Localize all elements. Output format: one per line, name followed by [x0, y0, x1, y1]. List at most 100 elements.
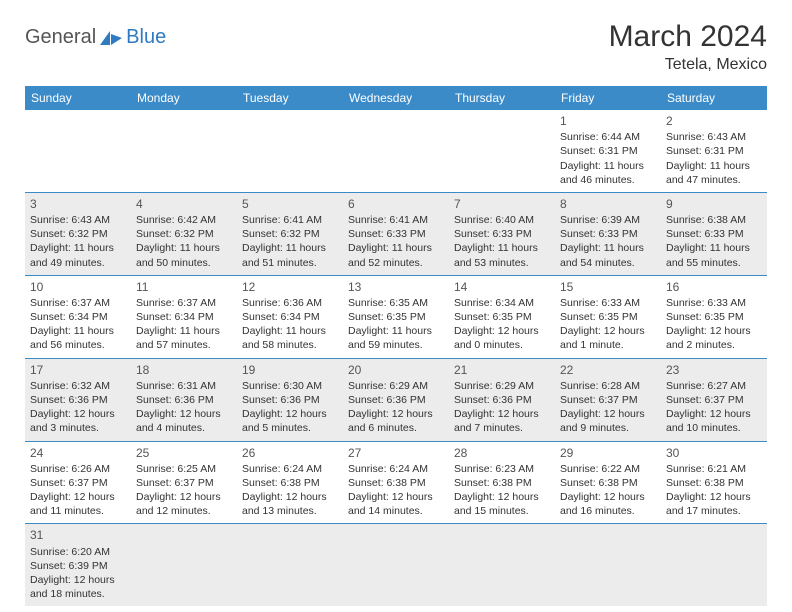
daylight-text: and 52 minutes.: [348, 256, 444, 270]
daylight-text: Daylight: 11 hours: [666, 241, 762, 255]
week-row: 17Sunrise: 6:32 AMSunset: 6:36 PMDayligh…: [25, 359, 767, 442]
day-number: 10: [30, 279, 126, 295]
calendar-cell: [343, 110, 449, 192]
day-number: 7: [454, 196, 550, 212]
daylight-text: and 53 minutes.: [454, 256, 550, 270]
sunset-text: Sunset: 6:34 PM: [136, 310, 232, 324]
sunset-text: Sunset: 6:35 PM: [666, 310, 762, 324]
sunrise-text: Sunrise: 6:29 AM: [454, 379, 550, 393]
calendar-cell: [449, 524, 555, 606]
day-number: 3: [30, 196, 126, 212]
sunset-text: Sunset: 6:33 PM: [348, 227, 444, 241]
sunset-text: Sunset: 6:35 PM: [560, 310, 656, 324]
week-row: 3Sunrise: 6:43 AMSunset: 6:32 PMDaylight…: [25, 193, 767, 276]
sunset-text: Sunset: 6:33 PM: [454, 227, 550, 241]
sunset-text: Sunset: 6:38 PM: [454, 476, 550, 490]
day-number: 1: [560, 113, 656, 129]
daylight-text: and 10 minutes.: [666, 421, 762, 435]
sunset-text: Sunset: 6:32 PM: [30, 227, 126, 241]
sail-icon: [98, 29, 124, 47]
daylight-text: Daylight: 11 hours: [348, 241, 444, 255]
calendar-cell: 29Sunrise: 6:22 AMSunset: 6:38 PMDayligh…: [555, 442, 661, 524]
sunset-text: Sunset: 6:36 PM: [454, 393, 550, 407]
calendar-cell: [661, 524, 767, 606]
day-number: 23: [666, 362, 762, 378]
daylight-text: and 4 minutes.: [136, 421, 232, 435]
sunset-text: Sunset: 6:37 PM: [666, 393, 762, 407]
daylight-text: Daylight: 12 hours: [136, 407, 232, 421]
daylight-text: and 50 minutes.: [136, 256, 232, 270]
daylight-text: Daylight: 11 hours: [30, 241, 126, 255]
day-header-sunday: Sunday: [25, 86, 131, 110]
sunset-text: Sunset: 6:37 PM: [30, 476, 126, 490]
daylight-text: Daylight: 12 hours: [30, 573, 126, 587]
day-number: 18: [136, 362, 232, 378]
daylight-text: Daylight: 11 hours: [136, 241, 232, 255]
sunrise-text: Sunrise: 6:31 AM: [136, 379, 232, 393]
sunset-text: Sunset: 6:31 PM: [560, 144, 656, 158]
sunrise-text: Sunrise: 6:30 AM: [242, 379, 338, 393]
calendar-cell: 6Sunrise: 6:41 AMSunset: 6:33 PMDaylight…: [343, 193, 449, 275]
sunset-text: Sunset: 6:32 PM: [242, 227, 338, 241]
sunset-text: Sunset: 6:36 PM: [30, 393, 126, 407]
sunset-text: Sunset: 6:35 PM: [348, 310, 444, 324]
daylight-text: Daylight: 12 hours: [560, 407, 656, 421]
day-number: 25: [136, 445, 232, 461]
day-number: 31: [30, 527, 126, 543]
sunrise-text: Sunrise: 6:29 AM: [348, 379, 444, 393]
daylight-text: and 47 minutes.: [666, 173, 762, 187]
sunset-text: Sunset: 6:38 PM: [242, 476, 338, 490]
daylight-text: and 7 minutes.: [454, 421, 550, 435]
daylight-text: Daylight: 12 hours: [666, 324, 762, 338]
sunset-text: Sunset: 6:37 PM: [136, 476, 232, 490]
sunset-text: Sunset: 6:38 PM: [348, 476, 444, 490]
day-number: 16: [666, 279, 762, 295]
calendar-cell: 15Sunrise: 6:33 AMSunset: 6:35 PMDayligh…: [555, 276, 661, 358]
sunrise-text: Sunrise: 6:36 AM: [242, 296, 338, 310]
day-header-thursday: Thursday: [449, 86, 555, 110]
day-number: 20: [348, 362, 444, 378]
daylight-text: Daylight: 12 hours: [242, 407, 338, 421]
sunset-text: Sunset: 6:32 PM: [136, 227, 232, 241]
sunrise-text: Sunrise: 6:23 AM: [454, 462, 550, 476]
sunrise-text: Sunrise: 6:40 AM: [454, 213, 550, 227]
calendar-cell: 9Sunrise: 6:38 AMSunset: 6:33 PMDaylight…: [661, 193, 767, 275]
location: Tetela, Mexico: [609, 56, 767, 74]
sunset-text: Sunset: 6:33 PM: [666, 227, 762, 241]
day-number: 27: [348, 445, 444, 461]
calendar-cell: [131, 110, 237, 192]
day-number: 11: [136, 279, 232, 295]
calendar-cell: 25Sunrise: 6:25 AMSunset: 6:37 PMDayligh…: [131, 442, 237, 524]
daylight-text: and 13 minutes.: [242, 504, 338, 518]
daylight-text: and 54 minutes.: [560, 256, 656, 270]
daylight-text: Daylight: 12 hours: [454, 490, 550, 504]
calendar-cell: 17Sunrise: 6:32 AMSunset: 6:36 PMDayligh…: [25, 359, 131, 441]
calendar-cell: 3Sunrise: 6:43 AMSunset: 6:32 PMDaylight…: [25, 193, 131, 275]
daylight-text: Daylight: 11 hours: [560, 241, 656, 255]
sunset-text: Sunset: 6:36 PM: [348, 393, 444, 407]
daylight-text: and 1 minute.: [560, 338, 656, 352]
calendar-cell: [555, 524, 661, 606]
daylight-text: Daylight: 12 hours: [560, 324, 656, 338]
daylight-text: Daylight: 11 hours: [348, 324, 444, 338]
day-number: 5: [242, 196, 338, 212]
calendar-cell: 31Sunrise: 6:20 AMSunset: 6:39 PMDayligh…: [25, 524, 131, 606]
sunrise-text: Sunrise: 6:35 AM: [348, 296, 444, 310]
daylight-text: and 5 minutes.: [242, 421, 338, 435]
daylight-text: and 49 minutes.: [30, 256, 126, 270]
calendar-cell: 7Sunrise: 6:40 AMSunset: 6:33 PMDaylight…: [449, 193, 555, 275]
day-number: 26: [242, 445, 338, 461]
day-number: 15: [560, 279, 656, 295]
sunset-text: Sunset: 6:35 PM: [454, 310, 550, 324]
calendar-cell: 28Sunrise: 6:23 AMSunset: 6:38 PMDayligh…: [449, 442, 555, 524]
calendar-cell: [237, 110, 343, 192]
calendar-cell: 5Sunrise: 6:41 AMSunset: 6:32 PMDaylight…: [237, 193, 343, 275]
month-title: March 2024: [609, 20, 767, 54]
daylight-text: and 59 minutes.: [348, 338, 444, 352]
day-number: 24: [30, 445, 126, 461]
daylight-text: and 3 minutes.: [30, 421, 126, 435]
header: General Blue March 2024 Tetela, Mexico: [25, 20, 767, 74]
sunrise-text: Sunrise: 6:41 AM: [348, 213, 444, 227]
sunset-text: Sunset: 6:34 PM: [30, 310, 126, 324]
daylight-text: Daylight: 12 hours: [242, 490, 338, 504]
